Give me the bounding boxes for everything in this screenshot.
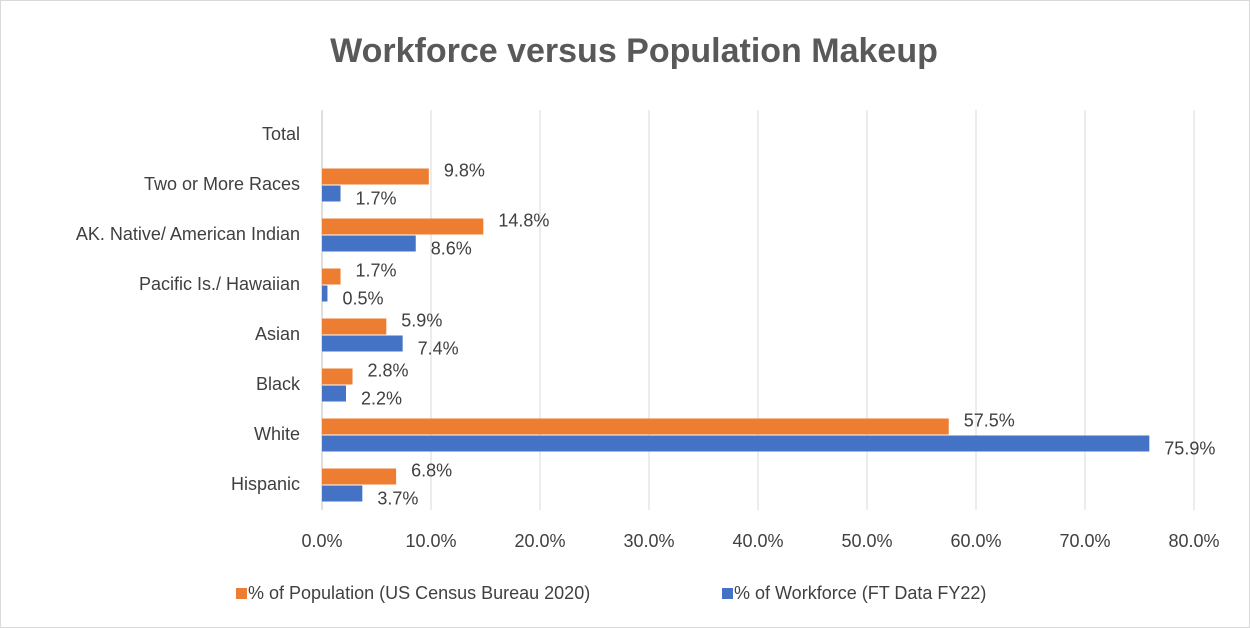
data-label: 57.5% bbox=[964, 410, 1015, 430]
data-label: 14.8% bbox=[498, 210, 549, 230]
bar bbox=[322, 218, 484, 235]
bar bbox=[322, 485, 363, 502]
data-label: 1.7% bbox=[356, 188, 397, 208]
data-label: 1.7% bbox=[356, 260, 397, 280]
data-label: 75.9% bbox=[1164, 438, 1215, 458]
data-label: 2.2% bbox=[361, 388, 402, 408]
y-tick-label: Total bbox=[262, 124, 300, 144]
data-label: 7.4% bbox=[418, 338, 459, 358]
bar bbox=[322, 385, 346, 402]
y-tick-label: Pacific Is./ Hawaiian bbox=[139, 274, 300, 294]
y-tick-label: Hispanic bbox=[231, 474, 300, 494]
bar bbox=[322, 168, 429, 185]
bar bbox=[322, 368, 353, 385]
data-label: 5.9% bbox=[401, 310, 442, 330]
x-tick-label: 70.0% bbox=[1059, 531, 1110, 551]
y-tick-label: White bbox=[254, 424, 300, 444]
bar bbox=[322, 268, 341, 285]
legend-swatch bbox=[236, 588, 247, 599]
bar bbox=[322, 318, 387, 335]
x-tick-label: 10.0% bbox=[405, 531, 456, 551]
data-label: 3.7% bbox=[377, 488, 418, 508]
legend-swatch bbox=[722, 588, 733, 599]
x-tick-label: 60.0% bbox=[950, 531, 1001, 551]
bar bbox=[322, 335, 403, 352]
data-label: 2.8% bbox=[368, 360, 409, 380]
bar bbox=[322, 235, 416, 252]
data-label: 8.6% bbox=[431, 238, 472, 258]
x-tick-label: 30.0% bbox=[623, 531, 674, 551]
x-tick-label: 40.0% bbox=[732, 531, 783, 551]
chart-title: Workforce versus Population Makeup bbox=[330, 32, 938, 70]
y-tick-label: AK. Native/ American Indian bbox=[76, 224, 300, 244]
data-label: 9.8% bbox=[444, 160, 485, 180]
x-tick-label: 50.0% bbox=[841, 531, 892, 551]
bar bbox=[322, 468, 397, 485]
data-label: 0.5% bbox=[342, 288, 383, 308]
y-tick-label: Black bbox=[256, 374, 301, 394]
y-tick-label: Asian bbox=[255, 324, 300, 344]
x-tick-label: 20.0% bbox=[514, 531, 565, 551]
legend-label: % of Population (US Census Bureau 2020) bbox=[248, 583, 590, 603]
legend-label: % of Workforce (FT Data FY22) bbox=[734, 583, 986, 603]
x-tick-label: 80.0% bbox=[1168, 531, 1219, 551]
bar bbox=[322, 185, 341, 202]
x-tick-label: 0.0% bbox=[301, 531, 342, 551]
bar bbox=[322, 418, 949, 435]
bar bbox=[322, 435, 1150, 452]
data-label: 6.8% bbox=[411, 460, 452, 480]
bar bbox=[322, 285, 328, 302]
y-tick-label: Two or More Races bbox=[144, 174, 300, 194]
